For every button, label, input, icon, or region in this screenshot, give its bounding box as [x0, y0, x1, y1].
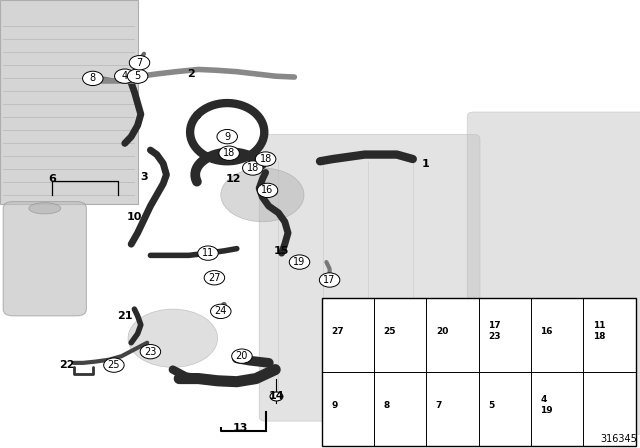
Text: 12: 12 — [226, 174, 241, 184]
Circle shape — [83, 71, 103, 86]
Text: 22: 22 — [60, 360, 75, 370]
Text: 10: 10 — [127, 212, 142, 222]
Text: 4: 4 — [122, 71, 128, 81]
Text: 1: 1 — [422, 159, 429, 168]
Ellipse shape — [223, 147, 235, 157]
Text: 11
18: 11 18 — [593, 322, 605, 341]
Text: 5: 5 — [134, 71, 141, 81]
Text: 17: 17 — [323, 275, 336, 285]
Text: 7: 7 — [136, 58, 143, 68]
Circle shape — [257, 183, 278, 198]
Circle shape — [232, 349, 252, 363]
Text: 21: 21 — [117, 311, 132, 321]
Text: 8: 8 — [90, 73, 96, 83]
Circle shape — [204, 271, 225, 285]
Text: 27: 27 — [332, 327, 344, 336]
Circle shape — [198, 246, 218, 260]
Circle shape — [127, 69, 148, 83]
Text: 18: 18 — [259, 154, 272, 164]
Bar — [322, 298, 636, 446]
Text: 13: 13 — [232, 423, 248, 433]
Circle shape — [289, 255, 310, 269]
Ellipse shape — [29, 202, 61, 214]
Text: 25: 25 — [383, 327, 396, 336]
Text: 7: 7 — [436, 401, 442, 409]
Ellipse shape — [260, 153, 271, 163]
Text: 20: 20 — [236, 351, 248, 361]
Text: 27: 27 — [208, 273, 221, 283]
FancyBboxPatch shape — [3, 202, 86, 316]
Text: 18: 18 — [223, 148, 236, 158]
Bar — [0, 0, 138, 204]
FancyBboxPatch shape — [259, 134, 480, 421]
Text: 15: 15 — [274, 246, 289, 256]
Text: 14: 14 — [269, 392, 284, 401]
Text: 316345: 316345 — [600, 435, 637, 444]
Circle shape — [219, 146, 239, 160]
Text: 8: 8 — [383, 401, 390, 409]
Circle shape — [115, 69, 135, 83]
Text: 4
19: 4 19 — [540, 396, 553, 415]
FancyBboxPatch shape — [467, 112, 640, 435]
Text: 19: 19 — [293, 257, 306, 267]
Text: 16: 16 — [261, 185, 274, 195]
Text: 6: 6 — [49, 174, 56, 184]
Text: 24: 24 — [214, 306, 227, 316]
Text: 25: 25 — [108, 360, 120, 370]
Text: 5: 5 — [488, 401, 494, 409]
Text: 17
23: 17 23 — [488, 322, 500, 341]
Ellipse shape — [221, 168, 304, 222]
Text: 23: 23 — [144, 347, 157, 357]
Circle shape — [243, 161, 263, 175]
Circle shape — [211, 304, 231, 319]
Ellipse shape — [247, 161, 259, 171]
Text: 9: 9 — [224, 132, 230, 142]
Text: 11: 11 — [202, 248, 214, 258]
Circle shape — [129, 56, 150, 70]
Circle shape — [140, 345, 161, 359]
Text: 9: 9 — [332, 401, 338, 409]
Circle shape — [104, 358, 124, 372]
Circle shape — [319, 273, 340, 287]
Text: 2: 2 — [187, 69, 195, 79]
Circle shape — [270, 392, 283, 401]
Circle shape — [217, 129, 237, 144]
Circle shape — [255, 152, 276, 166]
Text: 3: 3 — [140, 172, 148, 182]
Text: 16: 16 — [540, 327, 553, 336]
Text: 18: 18 — [246, 163, 259, 173]
Text: 20: 20 — [436, 327, 448, 336]
Ellipse shape — [128, 309, 218, 367]
